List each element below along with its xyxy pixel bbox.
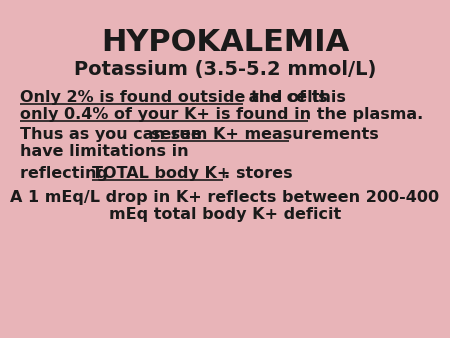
Text: mEq total body K+ deficit: mEq total body K+ deficit xyxy=(109,207,341,222)
Text: have limitations in: have limitations in xyxy=(20,144,189,159)
Text: TOTAL body K+ stores: TOTAL body K+ stores xyxy=(92,166,292,181)
Text: reflecting: reflecting xyxy=(20,166,113,181)
Text: Potassium (3.5-5.2 mmol/L): Potassium (3.5-5.2 mmol/L) xyxy=(74,60,376,79)
Text: HYPOKALEMIA: HYPOKALEMIA xyxy=(101,28,349,57)
Text: serum K+ measurements: serum K+ measurements xyxy=(151,127,379,142)
Text: A 1 mEq/L drop in K+ reflects between 200-400: A 1 mEq/L drop in K+ reflects between 20… xyxy=(10,190,440,205)
Text: only 0.4% of your K+ is found in the plasma.: only 0.4% of your K+ is found in the pla… xyxy=(20,107,423,122)
Text: and of this: and of this xyxy=(243,90,346,105)
Text: .: . xyxy=(223,166,229,181)
Text: Thus as you can see: Thus as you can see xyxy=(20,127,207,142)
Text: Only 2% is found outside the cells: Only 2% is found outside the cells xyxy=(20,90,328,105)
